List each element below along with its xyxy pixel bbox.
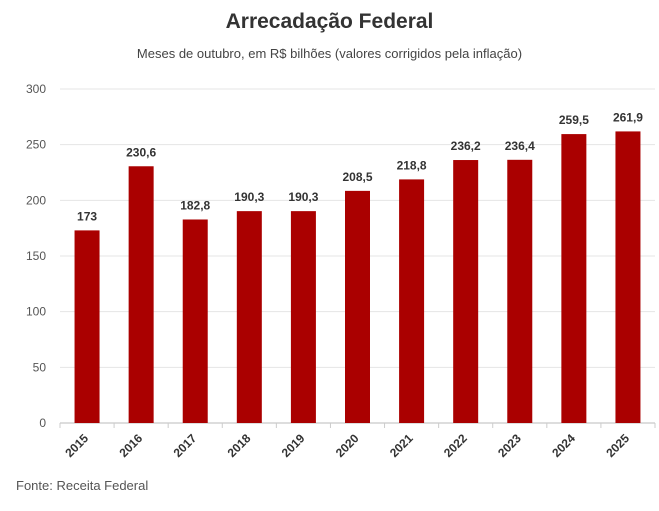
data-label-2025: 261,9 bbox=[613, 110, 643, 124]
data-labels: 173 230,6 182,8 190,3 190,3 208,5 218,8 236,2 23… bbox=[77, 110, 643, 223]
data-label-2023: 236,4 bbox=[505, 139, 535, 153]
y-tick-label: 200 bbox=[26, 193, 46, 207]
bar-2021 bbox=[399, 179, 425, 423]
data-label-2018: 190,3 bbox=[234, 190, 264, 204]
bar-2024 bbox=[561, 134, 587, 423]
bars bbox=[74, 131, 641, 424]
data-label-2022: 236,2 bbox=[451, 139, 481, 153]
data-label-2015: 173 bbox=[77, 209, 97, 223]
x-tick-label-2015: 2015 bbox=[62, 431, 91, 460]
chart-subtitle: Meses de outubro, em R$ bilhões (valores… bbox=[136, 46, 523, 61]
data-label-2020: 208,5 bbox=[342, 170, 372, 184]
data-label-2017: 182,8 bbox=[180, 198, 210, 212]
x-tick-label-2023: 2023 bbox=[495, 431, 524, 460]
bar-2018 bbox=[236, 211, 262, 423]
bar-2019 bbox=[290, 211, 316, 423]
x-tick-label-2016: 2016 bbox=[116, 431, 145, 460]
x-tick-label-2022: 2022 bbox=[441, 431, 470, 460]
data-label-2016: 230,6 bbox=[126, 145, 156, 159]
x-axis-ticks: 2015 2016 2017 2018 2019 2020 2021 2022 2023 2024… bbox=[59, 423, 656, 460]
data-label-2021: 218,8 bbox=[397, 158, 427, 172]
x-tick-label-2018: 2018 bbox=[225, 431, 254, 460]
y-tick-label: 150 bbox=[26, 249, 46, 263]
x-tick-label-2019: 2019 bbox=[279, 431, 308, 460]
bar-2015 bbox=[74, 230, 100, 423]
data-label-2024: 259,5 bbox=[559, 113, 589, 127]
bar-2025 bbox=[615, 131, 641, 423]
y-tick-label: 50 bbox=[33, 360, 47, 374]
x-tick-label-2020: 2020 bbox=[333, 431, 362, 460]
x-tick-label-2017: 2017 bbox=[171, 431, 200, 460]
x-tick-label-2024: 2024 bbox=[549, 431, 578, 460]
gridlines bbox=[60, 88, 655, 424]
y-tick-label: 100 bbox=[26, 305, 46, 319]
source-note: Fonte: Receita Federal bbox=[16, 478, 149, 493]
x-tick-label-2021: 2021 bbox=[387, 431, 416, 460]
bar-2020 bbox=[345, 190, 370, 423]
chart-title: Arrecadação Federal bbox=[225, 10, 434, 33]
bar-2023 bbox=[507, 159, 533, 424]
y-tick-label: 250 bbox=[26, 138, 46, 152]
bar-2016 bbox=[128, 166, 154, 424]
y-axis-ticks: 0 50 100 150 200 250 300 bbox=[26, 82, 46, 430]
data-label-2019: 190,3 bbox=[288, 190, 318, 204]
x-tick-label-2025: 2025 bbox=[603, 431, 632, 460]
y-tick-label: 0 bbox=[39, 416, 46, 430]
y-tick-label: 300 bbox=[26, 82, 46, 96]
bar-2017 bbox=[182, 219, 208, 423]
bar-2022 bbox=[453, 160, 479, 423]
